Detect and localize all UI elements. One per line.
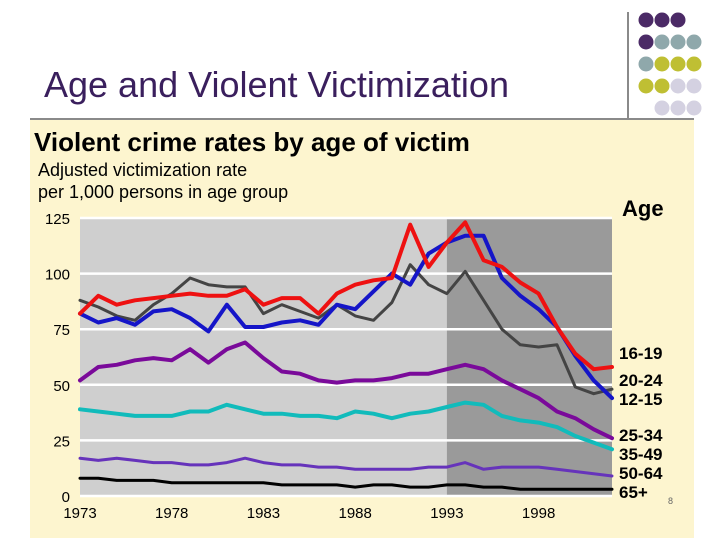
series-line-35-49 <box>78 400 614 452</box>
chart-title: Violent crime rates by age of victim <box>34 127 470 157</box>
series-line-65+ <box>78 476 614 491</box>
decorative-dot <box>686 78 702 94</box>
chart-subtitle-line-2: per 1,000 persons in age group <box>38 182 288 202</box>
x-tick-label: 1998 <box>522 505 555 522</box>
chart-panel: Violent crime rates by age of victim Adj… <box>30 120 694 538</box>
decorative-dot <box>638 56 654 72</box>
shaded-region <box>446 218 612 496</box>
y-tick-label: 25 <box>53 433 70 450</box>
y-tick-label: 50 <box>53 378 70 395</box>
y-tick-label: 75 <box>53 322 70 339</box>
decorative-dot <box>638 78 654 94</box>
decorative-dot <box>654 34 670 50</box>
decorative-dot <box>670 56 686 72</box>
series-line-16-19 <box>78 220 614 372</box>
legend-label: 65+ <box>619 483 648 502</box>
decorative-dot <box>670 100 686 116</box>
legend-label: 16-19 <box>619 344 662 363</box>
decorative-dot-grid <box>638 12 702 116</box>
x-tick-label: 1978 <box>155 505 188 522</box>
title-divider-horizontal <box>30 118 694 120</box>
slide-title: Age and Violent Victimization <box>44 64 509 105</box>
decorative-dot <box>654 12 670 28</box>
decorative-dot <box>686 56 702 72</box>
x-tick-label: 1973 <box>63 505 96 522</box>
decorative-dot <box>686 100 702 116</box>
slide-number: 8 <box>668 496 674 506</box>
legend-label: 20-24 <box>619 371 663 390</box>
legend-label: 50-64 <box>619 464 663 483</box>
decorative-dot <box>686 34 702 50</box>
decorative-dot <box>670 78 686 94</box>
decorative-dot <box>654 100 670 116</box>
chart-subtitle-line-1: Adjusted victimization rate <box>38 160 247 180</box>
y-tick-label: 100 <box>45 267 70 284</box>
series-line-50-64 <box>78 456 614 478</box>
series-line-12-15 <box>78 233 614 401</box>
plot-area: 0 25 50 75 100 125 1973 1978 1983 1988 1993 1998 16-… <box>45 211 663 522</box>
decorative-dot <box>638 12 654 28</box>
line-chart: Violent crime rates by age of victim Adj… <box>34 127 664 522</box>
decorative-dot <box>670 34 686 50</box>
y-tick-label: 125 <box>45 211 70 228</box>
legend-label: 12-15 <box>619 390 662 409</box>
x-tick-label: 1993 <box>430 505 463 522</box>
x-tick-label: 1983 <box>247 505 280 522</box>
legend-title: Age <box>622 196 664 221</box>
x-tick-label: 1988 <box>338 505 371 522</box>
legend-label: 35-49 <box>619 445 662 464</box>
y-tick-label: 0 <box>62 489 70 506</box>
title-divider-vertical <box>627 12 629 118</box>
series-line-25-34 <box>78 340 614 441</box>
decorative-dot <box>638 34 654 50</box>
decorative-dot <box>654 78 670 94</box>
legend-label: 25-34 <box>619 426 663 445</box>
decorative-dot <box>670 12 686 28</box>
decorative-dot <box>654 56 670 72</box>
